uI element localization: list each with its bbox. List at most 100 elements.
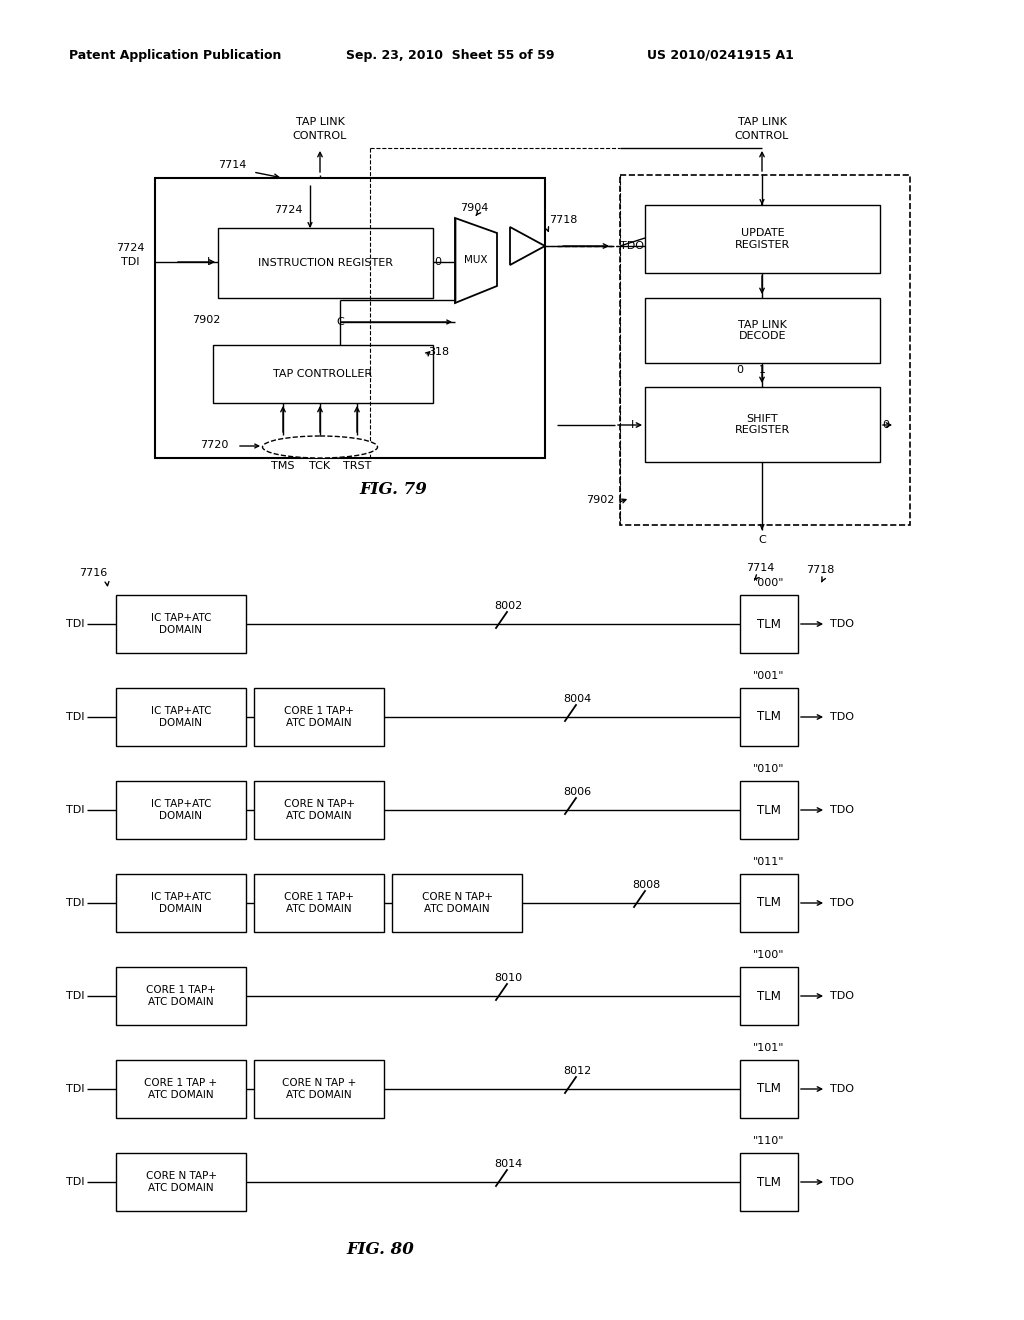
Text: Patent Application Publication: Patent Application Publication [69,49,282,62]
Text: C: C [758,535,766,545]
Text: IC TAP+ATC
DOMAIN: IC TAP+ATC DOMAIN [151,799,211,821]
Bar [116,968,246,1026]
Text: FIG. 80: FIG. 80 [346,1242,414,1258]
Bar [740,968,798,1026]
Text: TDO: TDO [830,991,854,1001]
Text: 8014: 8014 [494,1159,522,1170]
Text: CORE 1 TAP+
ATC DOMAIN: CORE 1 TAP+ ATC DOMAIN [284,892,354,913]
Text: 7718: 7718 [806,565,835,576]
Text: "100": "100" [754,950,784,960]
Text: 8008: 8008 [632,880,660,890]
Text: US 2010/0241915 A1: US 2010/0241915 A1 [646,49,794,62]
Text: 7716: 7716 [79,568,108,578]
Text: CORE N TAP+
ATC DOMAIN: CORE N TAP+ ATC DOMAIN [422,892,493,913]
Text: TRST: TRST [343,461,371,471]
Text: TDO: TDO [830,619,854,630]
Text: TDI: TDI [67,1177,85,1187]
Text: "110": "110" [754,1137,784,1146]
Text: 8004: 8004 [563,694,591,704]
Text: I: I [632,420,635,430]
Text: 7714: 7714 [218,160,246,170]
Text: TAP LINK: TAP LINK [737,117,786,127]
Text: "000": "000" [754,578,784,587]
Text: CORE 1 TAP +
ATC DOMAIN: CORE 1 TAP + ATC DOMAIN [144,1078,217,1100]
Bar [116,688,246,746]
Text: MUX: MUX [464,255,487,265]
Text: 318: 318 [428,347,450,356]
Text: C: C [336,317,344,327]
Text: 8002: 8002 [494,601,522,611]
Bar [155,178,545,458]
Bar [116,1060,246,1118]
Text: TLM: TLM [757,1082,781,1096]
Text: TDI: TDI [67,711,85,722]
Text: TDI: TDI [67,991,85,1001]
Text: 1: 1 [759,366,766,375]
Text: TLM: TLM [757,618,781,631]
Text: TMS: TMS [271,461,295,471]
Text: TDO: TDO [830,711,854,722]
Text: TDI: TDI [67,1084,85,1094]
Text: CONTROL: CONTROL [293,131,347,141]
Text: UPDATE
REGISTER: UPDATE REGISTER [735,228,791,249]
Text: TLM: TLM [757,804,781,817]
Bar [392,874,522,932]
Text: TDO: TDO [620,242,644,251]
Text: TDO: TDO [830,898,854,908]
Bar [740,781,798,840]
Bar [740,688,798,746]
Text: TDI: TDI [121,257,139,267]
Text: TDI: TDI [67,619,85,630]
Text: TDO: TDO [830,1084,854,1094]
Text: SHIFT
REGISTER: SHIFT REGISTER [735,413,791,436]
Bar [116,595,246,653]
Bar [740,1152,798,1210]
Bar [254,1060,384,1118]
Text: I: I [207,257,210,267]
Text: CORE N TAP+
ATC DOMAIN: CORE N TAP+ ATC DOMAIN [145,1171,216,1193]
Text: CORE N TAP +
ATC DOMAIN: CORE N TAP + ATC DOMAIN [282,1078,356,1100]
Text: 8010: 8010 [494,973,522,983]
Text: CORE N TAP+
ATC DOMAIN: CORE N TAP+ ATC DOMAIN [284,799,354,821]
Text: TLM: TLM [757,710,781,723]
Text: 0: 0 [736,366,743,375]
Bar [620,176,910,525]
Bar [645,298,880,363]
Text: "101": "101" [754,1043,784,1053]
Text: "001": "001" [754,671,784,681]
Text: IC TAP+ATC
DOMAIN: IC TAP+ATC DOMAIN [151,706,211,727]
Polygon shape [455,218,497,304]
Text: TAP CONTROLLER: TAP CONTROLLER [273,370,373,379]
Polygon shape [510,227,545,265]
Text: TDI: TDI [67,898,85,908]
Text: FIG. 79: FIG. 79 [359,482,427,499]
Bar [218,228,433,298]
Text: 7724: 7724 [273,205,302,215]
Text: IC TAP+ATC
DOMAIN: IC TAP+ATC DOMAIN [151,614,211,635]
Text: TLM: TLM [757,896,781,909]
Text: 7724: 7724 [116,243,144,253]
Bar [254,688,384,746]
Text: TCK: TCK [309,461,331,471]
Bar [254,874,384,932]
Text: "011": "011" [754,857,784,867]
Text: 7904: 7904 [460,203,488,213]
Text: 0: 0 [434,257,441,267]
Text: 7718: 7718 [549,215,578,224]
Text: IC TAP+ATC
DOMAIN: IC TAP+ATC DOMAIN [151,892,211,913]
Text: INSTRUCTION REGISTER: INSTRUCTION REGISTER [258,257,393,268]
Text: CONTROL: CONTROL [735,131,790,141]
Text: TLM: TLM [757,1176,781,1188]
Text: 8012: 8012 [563,1067,591,1076]
Text: 0: 0 [883,420,890,430]
Bar [254,781,384,840]
Text: TLM: TLM [757,990,781,1002]
Bar [740,874,798,932]
Text: TAP LINK: TAP LINK [296,117,344,127]
Text: TAP LINK
DECODE: TAP LINK DECODE [738,319,786,342]
Bar [213,345,433,403]
Text: 7720: 7720 [200,440,228,450]
Bar [116,781,246,840]
Text: 7902: 7902 [586,495,614,506]
Text: "010": "010" [754,764,784,774]
